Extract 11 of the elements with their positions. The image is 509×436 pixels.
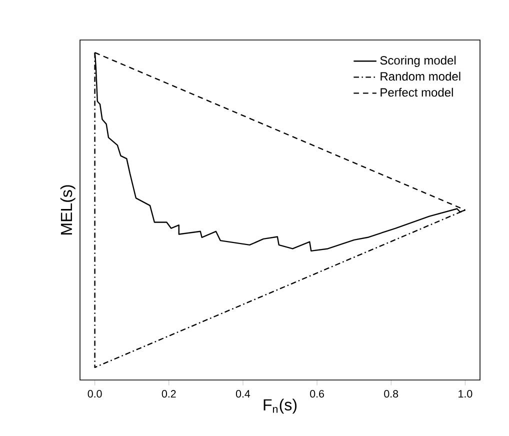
legend-label: Random model bbox=[380, 72, 460, 81]
legend-label: Perfect model bbox=[380, 88, 453, 97]
x-tick-label: 0.8 bbox=[384, 390, 398, 398]
x-tick-label: 0.2 bbox=[162, 390, 176, 398]
x-tick-label: 1.0 bbox=[458, 390, 472, 398]
x-tick-label: 0.6 bbox=[310, 390, 324, 398]
x-tick-label: 0.4 bbox=[236, 390, 250, 398]
y-axis-title: MEL(s) bbox=[60, 185, 76, 234]
legend-label: Scoring model bbox=[380, 56, 456, 67]
x-axis-title: F$_{n}$(s) bbox=[264, 398, 297, 414]
x-tick-label: 0.0 bbox=[88, 390, 102, 398]
